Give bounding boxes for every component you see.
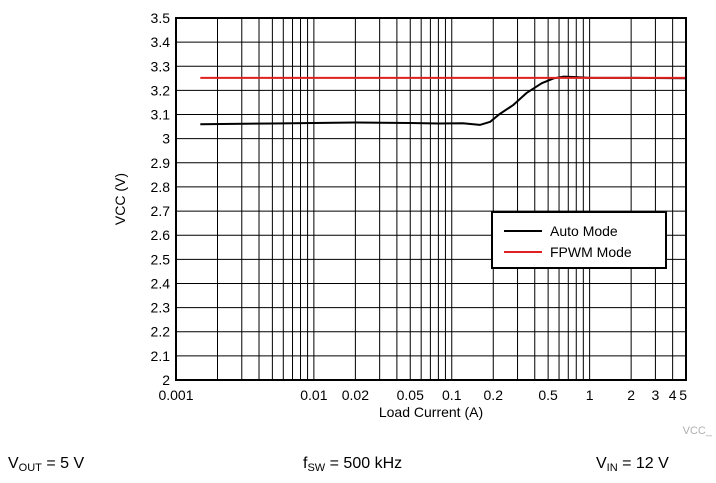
y-tick-label: 2.5 xyxy=(151,251,171,267)
y-tick-label: 2.2 xyxy=(151,324,171,340)
condition-vin: VIN = 12 V xyxy=(596,455,669,474)
x-tick-label: 0.2 xyxy=(484,387,504,403)
x-tick-label: 1 xyxy=(586,387,594,403)
x-axis-label: Load Current (A) xyxy=(379,404,483,420)
series-line-auto-mode xyxy=(200,75,687,126)
y-tick-label: 2 xyxy=(162,372,170,388)
figure-id-watermark: VCC_ xyxy=(683,425,713,437)
legend-box xyxy=(491,211,667,269)
grid-lines xyxy=(176,18,686,380)
series-layer xyxy=(200,75,687,126)
y-tick-label: 3.2 xyxy=(151,82,171,98)
y-tick-label: 2.1 xyxy=(151,348,171,364)
y-tick-label: 3.3 xyxy=(151,58,171,74)
y-tick-label: 2.6 xyxy=(151,227,171,243)
x-tick-label: 0.5 xyxy=(538,387,558,403)
x-tick-label: 0.02 xyxy=(342,387,369,403)
condition-fsw: fSW = 500 kHz xyxy=(303,455,403,474)
y-tick-label: 2.8 xyxy=(151,179,171,195)
x-tick-labels: 0.001 0.01 0.02 0.05 0.1 0.2 0.5 1 2 3 4 5 xyxy=(158,387,687,403)
y-tick-label: 2.9 xyxy=(151,155,171,171)
condition-vout: VOUT = 5 V xyxy=(8,455,85,474)
y-tick-label: 2.7 xyxy=(151,203,171,219)
vcc-vs-load-current-chart: 0.001 0.01 0.02 0.05 0.1 0.2 0.5 1 2 3 4 5 22.12.22… xyxy=(112,10,713,437)
x-tick-label: 0.01 xyxy=(300,387,327,403)
x-tick-label: 5 xyxy=(679,387,687,403)
y-tick-labels: 2 2.1 2.2 2.3 2.4 2.5 2.6 2.7 2.8 2.9 3 3.1 3.2 3.3 3.… xyxy=(151,10,171,388)
y-tick-label: 3.5 xyxy=(151,10,171,26)
y-tick-label: 2.4 xyxy=(151,275,171,291)
y-tick-label: 3.1 xyxy=(151,107,171,123)
y-tick-label: 3.4 xyxy=(151,34,171,50)
x-tick-label: 0.001 xyxy=(158,387,193,403)
legend: Auto Mode FPWM Mode xyxy=(491,211,667,269)
plot-frame xyxy=(175,17,687,381)
x-tick-label: 0.1 xyxy=(442,387,462,403)
legend-label-fpwm-mode: FPWM Mode xyxy=(550,244,632,260)
y-axis-label: VCC (V) xyxy=(112,173,128,225)
x-tick-label: 2 xyxy=(627,387,635,403)
legend-label-auto-mode: Auto Mode xyxy=(550,223,618,239)
y-tick-label: 2.3 xyxy=(151,300,171,316)
x-tick-label: 4 xyxy=(669,387,677,403)
x-tick-label: 3 xyxy=(652,387,660,403)
y-tick-label: 3 xyxy=(162,131,170,147)
x-tick-label: 0.05 xyxy=(397,387,424,403)
